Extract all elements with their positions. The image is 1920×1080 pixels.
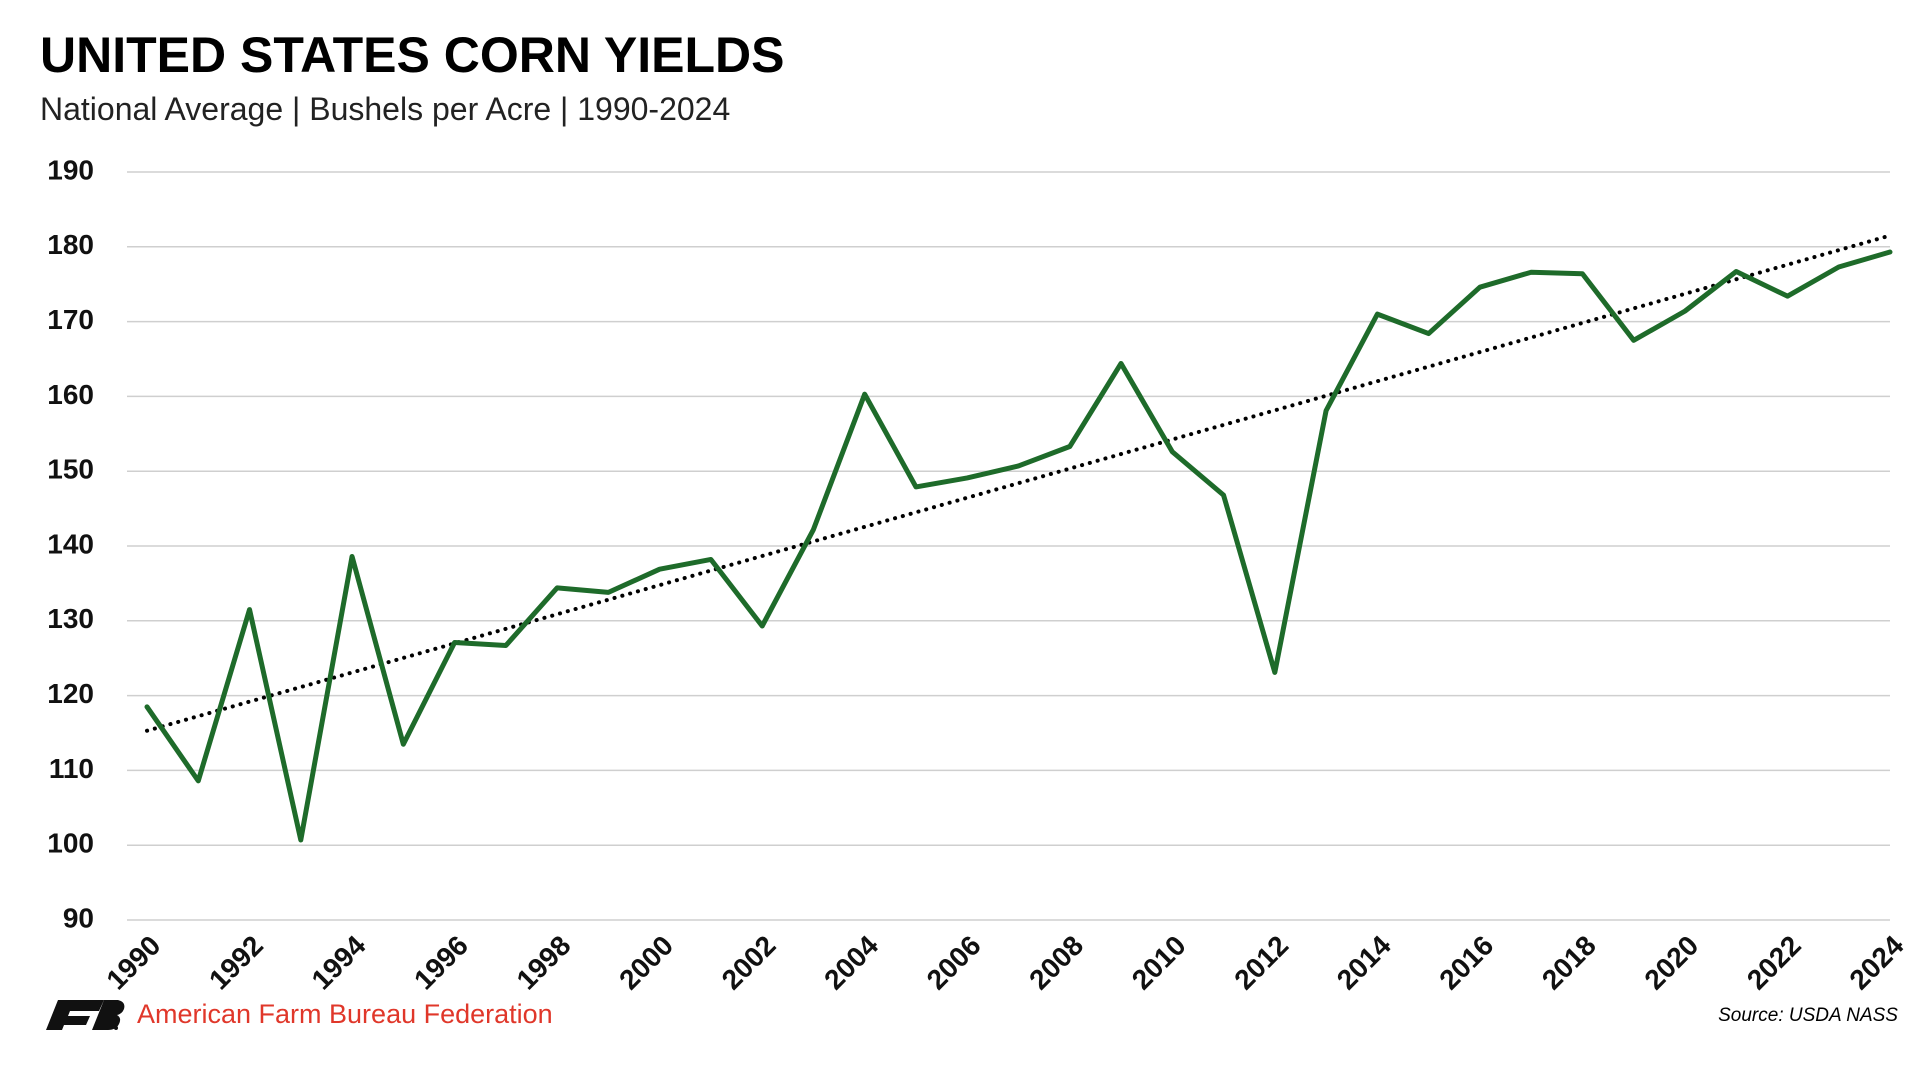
chart-subtitle: National Average | Bushels per Acre | 19… [40, 91, 730, 127]
x-tick-label: 2008 [1023, 930, 1089, 996]
x-tick-label: 1994 [306, 929, 372, 995]
y-tick-label: 140 [47, 528, 94, 559]
y-tick-label: 160 [47, 379, 94, 410]
x-tick-label: 1990 [100, 930, 166, 996]
y-tick-label: 170 [47, 304, 94, 335]
y-tick-label: 180 [47, 229, 94, 260]
x-tick-label: 2002 [716, 930, 782, 996]
data-line [144, 249, 1893, 843]
x-tick-label: 2012 [1228, 930, 1294, 996]
x-tick-label: 2018 [1536, 930, 1602, 996]
x-tick-label: 2004 [818, 929, 884, 995]
y-tick-label: 130 [47, 603, 94, 634]
y-tick-label: 100 [47, 828, 94, 859]
x-tick-label: 2000 [613, 930, 679, 996]
x-tick-label: 2024 [1843, 929, 1909, 995]
y-tick-label: 110 [49, 753, 94, 784]
x-tick-label: 2022 [1741, 930, 1807, 996]
x-tick-label: 2020 [1638, 930, 1704, 996]
y-tick-label: 90 [63, 902, 94, 933]
x-tick-label: 2010 [1126, 930, 1192, 996]
y-tick-label: 150 [47, 454, 94, 485]
y-tick-label: 190 [47, 154, 94, 185]
logo [46, 1000, 125, 1030]
x-tick-label: 1996 [408, 930, 474, 996]
x-tick-label: 2006 [921, 930, 987, 996]
organization-name: American Farm Bureau Federation [137, 999, 553, 1029]
x-tick-label: 1998 [511, 930, 577, 996]
trend-line [145, 233, 1892, 733]
x-tick-label: 2016 [1433, 930, 1499, 996]
x-tick-label: 1992 [203, 930, 269, 996]
source-note: Source: USDA NASS [1718, 1005, 1898, 1026]
y-tick-label: 120 [47, 678, 94, 709]
x-tick-label: 2014 [1331, 929, 1397, 995]
chart-title: UNITED STATES CORN YIELDS [40, 27, 785, 83]
